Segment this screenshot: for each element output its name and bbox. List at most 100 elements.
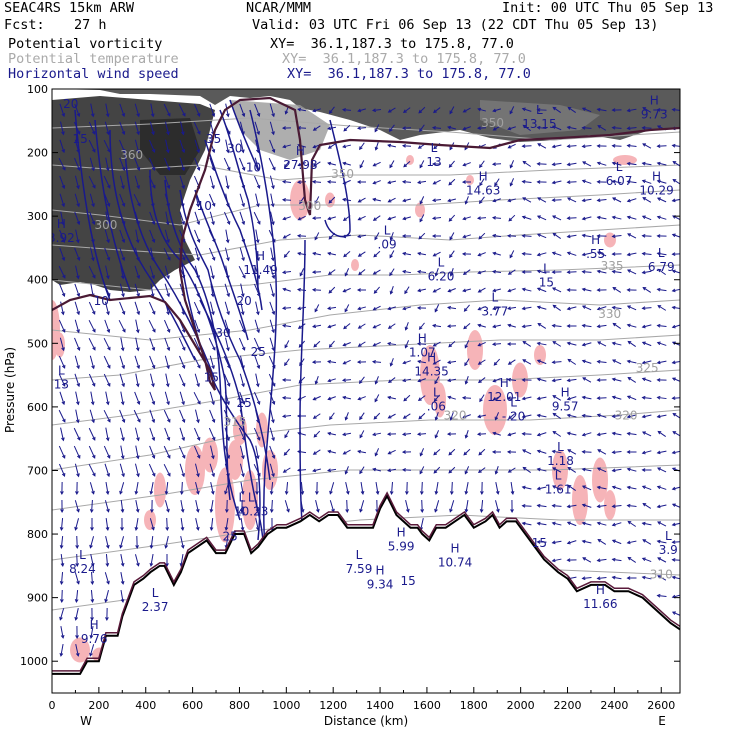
wind-vector-head	[227, 130, 231, 135]
wind-vector-head	[76, 149, 80, 154]
wind-vector	[299, 358, 305, 366]
wind-vector	[300, 481, 304, 495]
wind-vector	[417, 270, 427, 274]
wind-vector	[432, 217, 442, 219]
wind-vector	[612, 468, 622, 472]
wind-vector-head	[656, 125, 661, 129]
wind-vector-head	[76, 311, 80, 316]
wind-vector-head	[656, 323, 661, 328]
wind-vector-head	[642, 197, 647, 201]
extremum-value: 10.29	[639, 184, 673, 198]
wind-vector	[88, 175, 96, 189]
wind-vector-head	[225, 275, 230, 280]
wind-vector	[597, 577, 607, 579]
wind-vector	[433, 359, 441, 365]
wind-vector-head	[419, 452, 424, 457]
wind-vector-head	[552, 412, 557, 417]
wind-vector-head	[225, 113, 230, 118]
wind-vector	[135, 373, 139, 387]
wind-vector-head	[76, 383, 81, 388]
wind-vector	[657, 450, 667, 454]
wind-vector	[60, 571, 64, 585]
wind-vector	[627, 252, 637, 256]
wind-vector	[223, 373, 231, 387]
wind-vector	[343, 124, 351, 132]
wind-vector-head	[272, 364, 276, 369]
wind-vector	[149, 373, 155, 387]
wind-vector	[239, 319, 245, 333]
wind-vector	[387, 396, 397, 400]
wind-vector-head	[283, 254, 288, 258]
wind-vector	[254, 103, 260, 117]
wind-vector	[463, 414, 471, 418]
wind-vector	[90, 283, 94, 297]
wind-vector	[134, 157, 140, 171]
wind-vector	[134, 554, 140, 566]
wind-vector-head	[75, 635, 79, 640]
wind-vector-head	[417, 251, 422, 256]
wind-vector-head	[611, 504, 616, 509]
wind-vector	[269, 391, 275, 405]
wind-vector	[537, 378, 547, 382]
wind-vector-head	[552, 232, 557, 237]
wind-vector	[150, 482, 154, 494]
wind-vector	[239, 409, 245, 423]
wind-vector-head	[166, 328, 171, 333]
x-tick-label: 2000	[507, 699, 535, 712]
wind-vector-head	[581, 144, 586, 149]
wind-vector	[612, 576, 622, 580]
wind-speed-contour	[194, 189, 249, 341]
wind-vector	[642, 414, 652, 418]
wind-vector	[282, 324, 292, 328]
wind-vector	[284, 160, 290, 168]
extremum-value: 12.01	[487, 390, 521, 404]
wind-vector	[194, 373, 200, 387]
wind-vector	[582, 377, 592, 383]
wind-vector	[508, 288, 516, 292]
wind-vector	[537, 432, 547, 436]
wind-vector	[627, 216, 637, 220]
theta-label: 315	[223, 415, 246, 429]
wind-vector-head	[566, 216, 571, 221]
wind-vector	[612, 378, 622, 382]
wind-vector-head	[61, 257, 66, 262]
wind-vector-head	[671, 611, 676, 615]
wind-vector-head	[402, 269, 407, 274]
wind-vector-head	[211, 436, 216, 441]
wind-vector	[150, 103, 154, 117]
wind-vector	[74, 211, 80, 225]
wind-vector-head	[566, 324, 571, 328]
wind-vector-head	[372, 342, 377, 347]
wind-vector-head	[76, 508, 80, 513]
wind-vector-head	[627, 233, 632, 237]
wind-vector-head	[297, 431, 302, 436]
wind-vector	[345, 482, 349, 494]
wind-vector-head	[671, 288, 676, 293]
wind-speed-label: 15	[72, 132, 87, 146]
wind-vector	[120, 589, 124, 603]
wind-vector	[209, 103, 215, 117]
wind-vector-head	[61, 292, 66, 297]
wind-vector-head	[180, 508, 185, 513]
wind-vector-head	[327, 271, 332, 275]
wind-vector-head	[657, 305, 662, 309]
wind-vector-head	[536, 359, 541, 363]
wind-vector	[433, 107, 441, 113]
wind-vector	[134, 283, 140, 297]
wind-vector-head	[656, 251, 661, 256]
wind-vector	[255, 499, 259, 513]
wind-vector-head	[135, 545, 139, 550]
wind-vector	[375, 481, 379, 495]
wind-vector	[567, 449, 577, 455]
wind-vector	[449, 160, 455, 168]
wind-vector-head	[507, 432, 512, 437]
wind-vector-head	[581, 107, 586, 111]
wind-vector	[103, 139, 111, 153]
legend-pv-name: Potential vorticity	[8, 36, 163, 52]
wind-vector-head	[656, 539, 661, 544]
wind-vector	[119, 463, 125, 477]
wind-vector	[522, 522, 532, 526]
extremum-value: 3.92	[48, 231, 75, 245]
wind-vector	[388, 216, 396, 220]
wind-vector-head	[464, 380, 469, 385]
